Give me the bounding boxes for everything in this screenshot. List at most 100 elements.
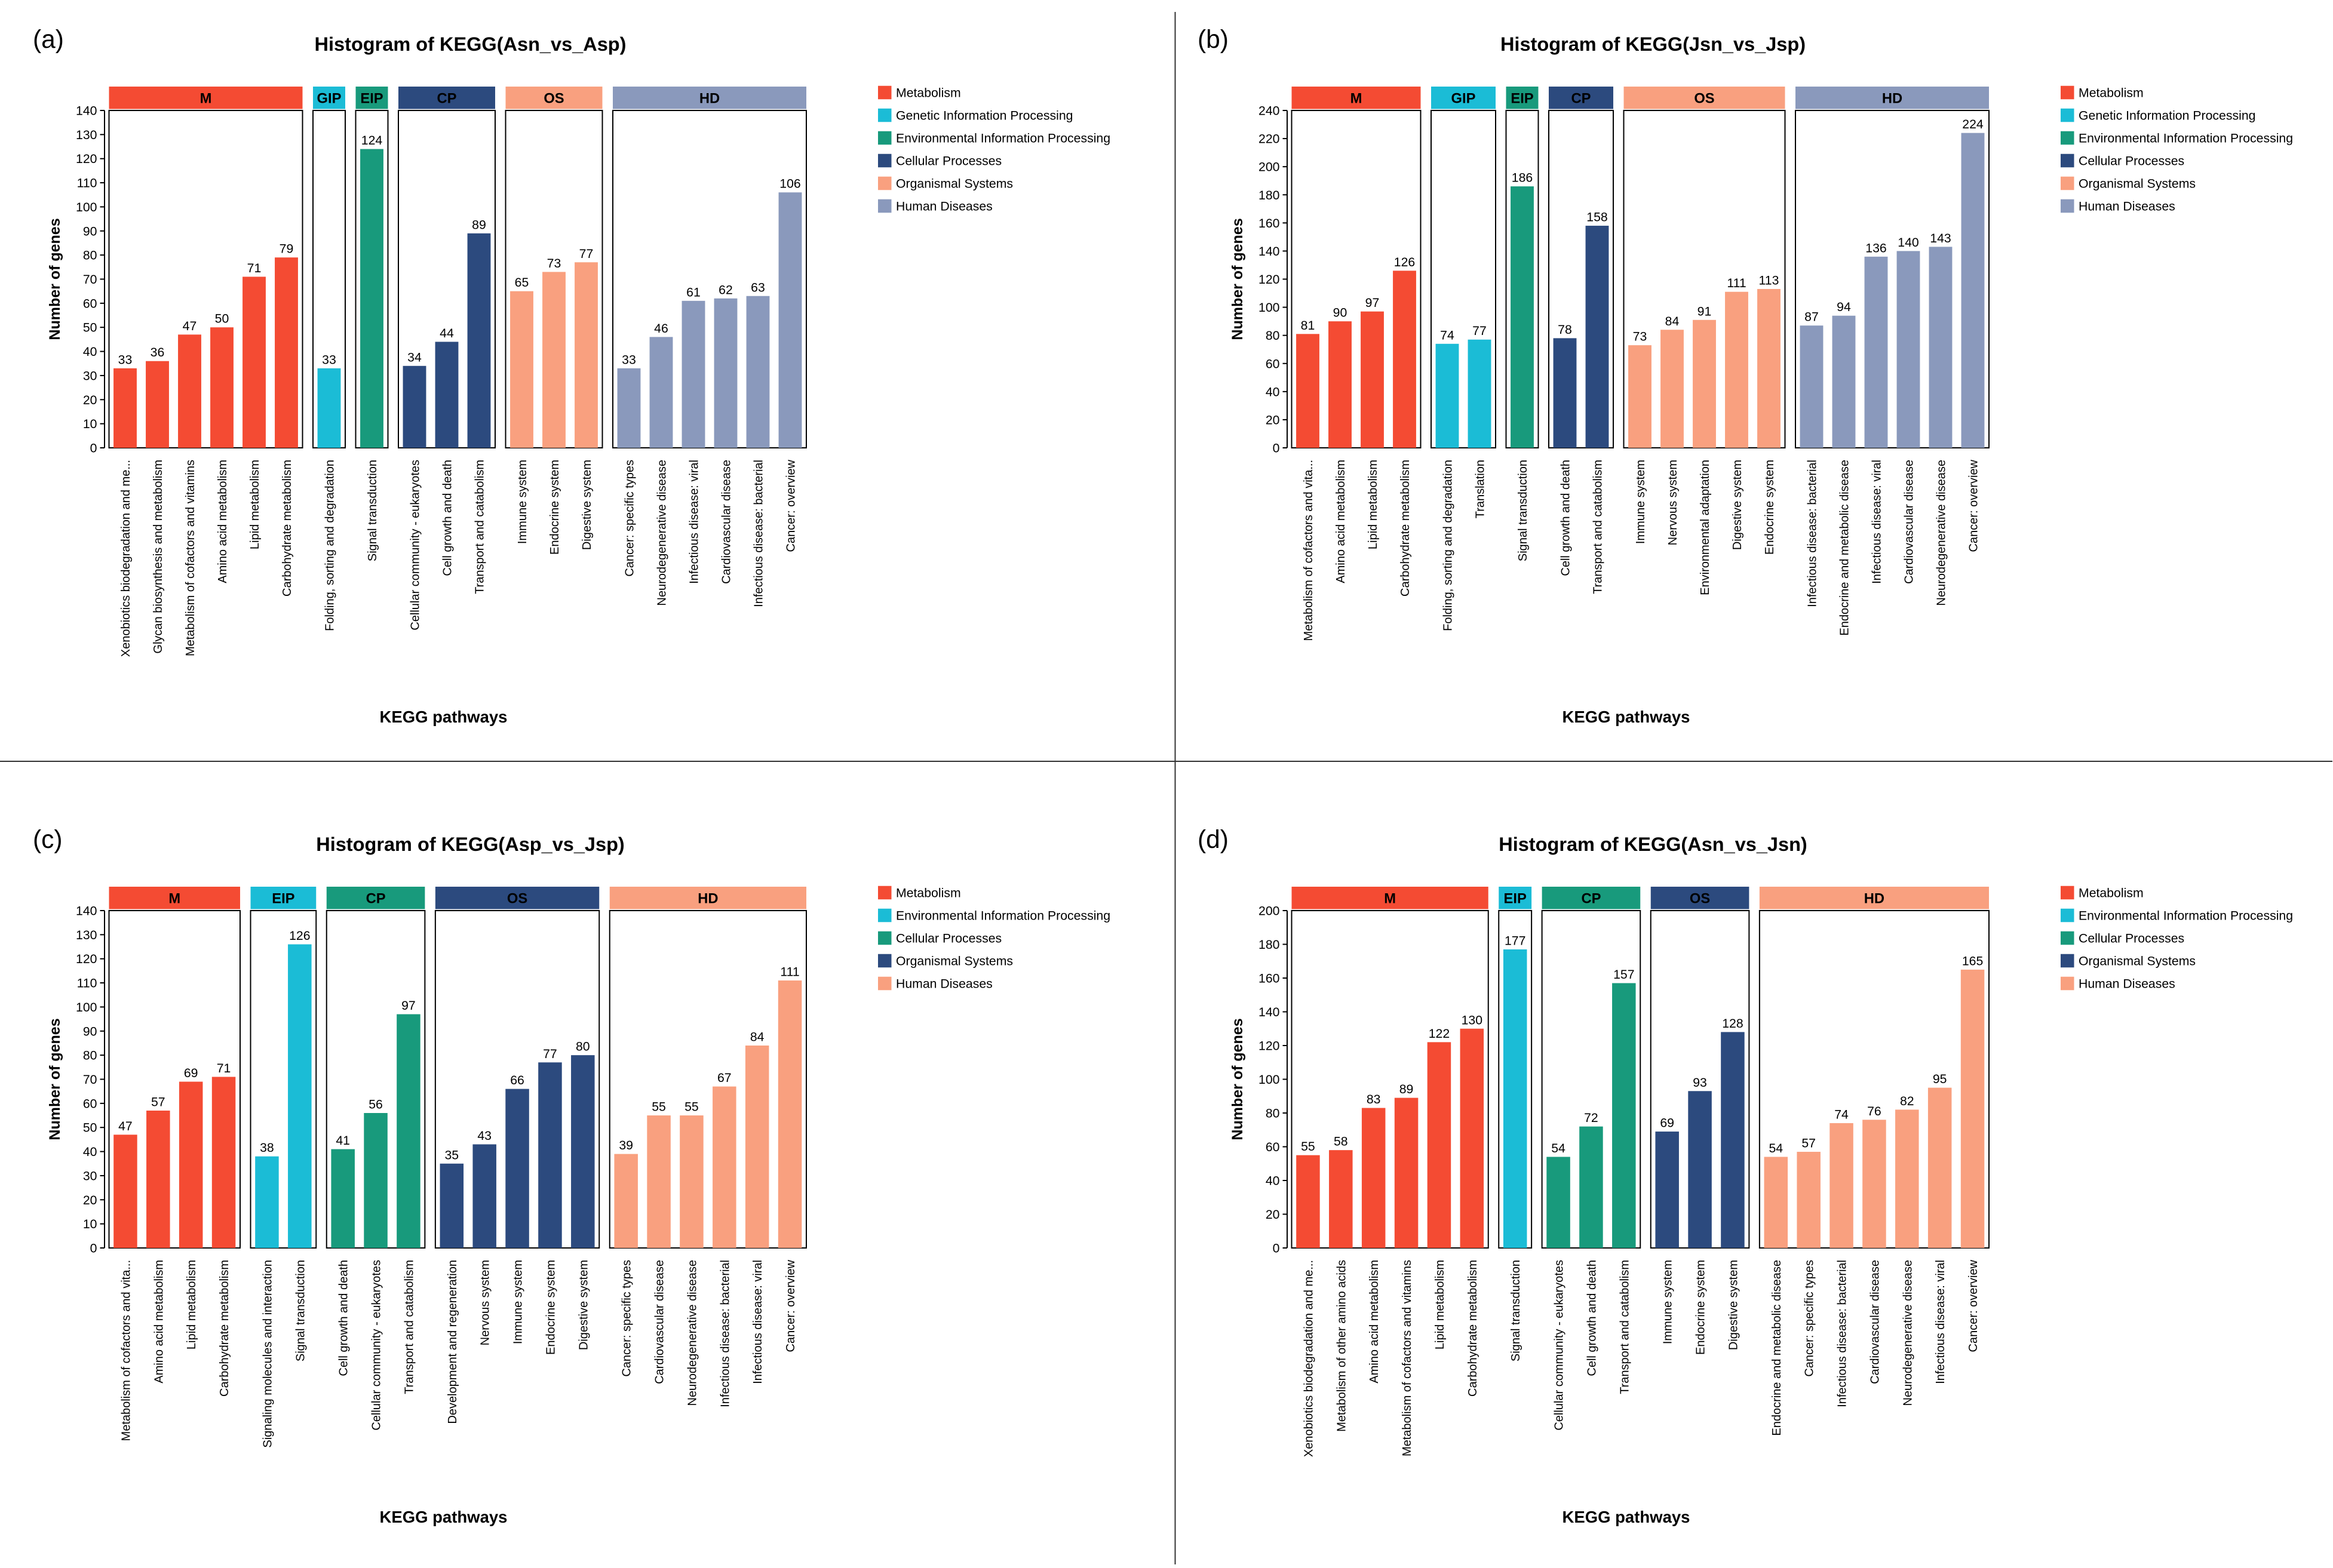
x-tick-label: Endocrine and metabolic disease (1838, 460, 1852, 636)
bar (467, 233, 491, 448)
legend-label: Environmental Information Processing (2079, 131, 2293, 146)
bar (1721, 1032, 1745, 1248)
x-tick-label: Endocrine system (1763, 460, 1776, 555)
value-label: 165 (1962, 954, 1983, 968)
x-tick-label: Cellular community - eukaryotes (1553, 1260, 1566, 1431)
x-tick-label: Lipid metabolism (1367, 460, 1380, 549)
group-header (355, 87, 388, 109)
value-label: 95 (1933, 1072, 1947, 1086)
bar (242, 276, 266, 448)
bar (1895, 1109, 1919, 1248)
value-label: 157 (1613, 967, 1634, 982)
x-tick-label: Endocrine system (548, 460, 561, 555)
legend-label: Human Diseases (896, 977, 993, 991)
value-label: 73 (547, 256, 561, 270)
bar (1764, 1157, 1788, 1248)
group-label: GIP (1451, 91, 1476, 107)
x-tick-label: Amino acid metabolism (1368, 1260, 1381, 1383)
x-tick-label: Immune system (1634, 460, 1647, 544)
value-label: 39 (619, 1138, 633, 1152)
bar (1960, 969, 1985, 1248)
x-tick-label: Lipid metabolism (185, 1260, 198, 1349)
y-tick-label: 80 (83, 1049, 97, 1063)
bar (146, 1110, 170, 1248)
x-tick-label: Signaling molecules and interaction (261, 1260, 274, 1448)
bar (1829, 1123, 1853, 1248)
value-label: 130 (1462, 1013, 1482, 1027)
y-tick-label: 100 (76, 200, 97, 214)
y-tick-label: 120 (76, 152, 97, 166)
x-tick-label: Endocrine and metabolic disease (1770, 1260, 1783, 1436)
panel-label: (b) (1198, 26, 1229, 54)
bar (288, 944, 312, 1248)
x-tick-label: Infectious disease: viral (1871, 460, 1884, 584)
value-label: 122 (1429, 1026, 1450, 1041)
group-header (1548, 87, 1613, 109)
x-tick-label: Digestive system (1731, 460, 1744, 550)
bar (745, 1046, 769, 1248)
y-tick-label: 60 (83, 1096, 97, 1111)
value-label: 33 (622, 352, 636, 367)
x-tick-label: Xenobiotics biodegradation and me... (1302, 1260, 1315, 1457)
bar (435, 342, 459, 448)
bar (1832, 315, 1856, 448)
legend-label: Human Diseases (896, 199, 993, 214)
value-label: 97 (401, 998, 416, 1013)
y-tick-label: 0 (90, 441, 97, 455)
value-label: 126 (1394, 255, 1415, 269)
group-box (612, 109, 807, 448)
x-tick-label: Infectious disease: viral (751, 1260, 765, 1384)
x-tick-label: Cellular community - eukaryotes (370, 1260, 383, 1431)
y-tick-label: 80 (1266, 328, 1280, 343)
group-header (609, 887, 806, 909)
group-box (1291, 109, 1422, 448)
group-label: M (200, 91, 212, 107)
group-label: OS (507, 890, 527, 906)
bar (1394, 1097, 1419, 1248)
legend-swatch (2061, 85, 2074, 100)
bar (1864, 256, 1888, 448)
chart-title: Histogram of KEGG(Asn_vs_Asp) (315, 33, 627, 55)
legend-label: Genetic Information Processing (896, 108, 1073, 122)
group-header (250, 887, 317, 909)
group-box (1430, 109, 1496, 448)
value-label: 143 (1930, 231, 1951, 245)
group-header (1291, 87, 1421, 109)
y-tick-label: 130 (76, 928, 97, 942)
value-label: 72 (1584, 1111, 1598, 1125)
x-tick-label: Infectious disease: viral (688, 460, 701, 584)
value-label: 55 (652, 1100, 666, 1114)
group-label: HD (1882, 91, 1902, 107)
x-tick-label: Digestive system (1727, 1260, 1740, 1350)
x-tick-label: Infectious disease: bacterial (1836, 1260, 1849, 1407)
x-tick-label: Cell growth and death (1585, 1260, 1598, 1376)
chart-panel: (c) Histogram of KEGG(Asp_vs_Jsp) Number o… (33, 826, 1110, 1526)
bar (575, 262, 598, 448)
x-tick-label: Environmental adaptation (1699, 460, 1712, 595)
legend-swatch (878, 85, 892, 100)
group-header (1291, 887, 1488, 909)
x-tick-label: Transport and catabolism (403, 1260, 416, 1394)
group-box (250, 909, 317, 1249)
legend-swatch (878, 886, 892, 900)
legend-label: Environmental Information Processing (896, 908, 1110, 923)
y-tick-label: 140 (76, 904, 97, 918)
y-tick-label: 160 (1258, 971, 1279, 985)
x-tick-label: Cancer: overview (784, 1259, 797, 1352)
y-tick-label: 180 (1258, 188, 1279, 202)
y-tick-label: 10 (83, 417, 97, 431)
y-tick-label: 100 (1258, 300, 1279, 315)
y-tick-label: 20 (83, 393, 97, 407)
legend-swatch (2061, 976, 2074, 991)
y-tick-label: 80 (83, 248, 97, 263)
legend-label: Human Diseases (2079, 199, 2175, 214)
value-label: 36 (151, 345, 165, 359)
bar (1655, 1132, 1679, 1248)
legend-label: Organismal Systems (896, 954, 1013, 969)
value-label: 84 (1665, 314, 1680, 328)
x-tick-label: Signal transduction (366, 460, 379, 561)
group-header (1431, 87, 1496, 109)
value-label: 82 (1900, 1094, 1914, 1108)
